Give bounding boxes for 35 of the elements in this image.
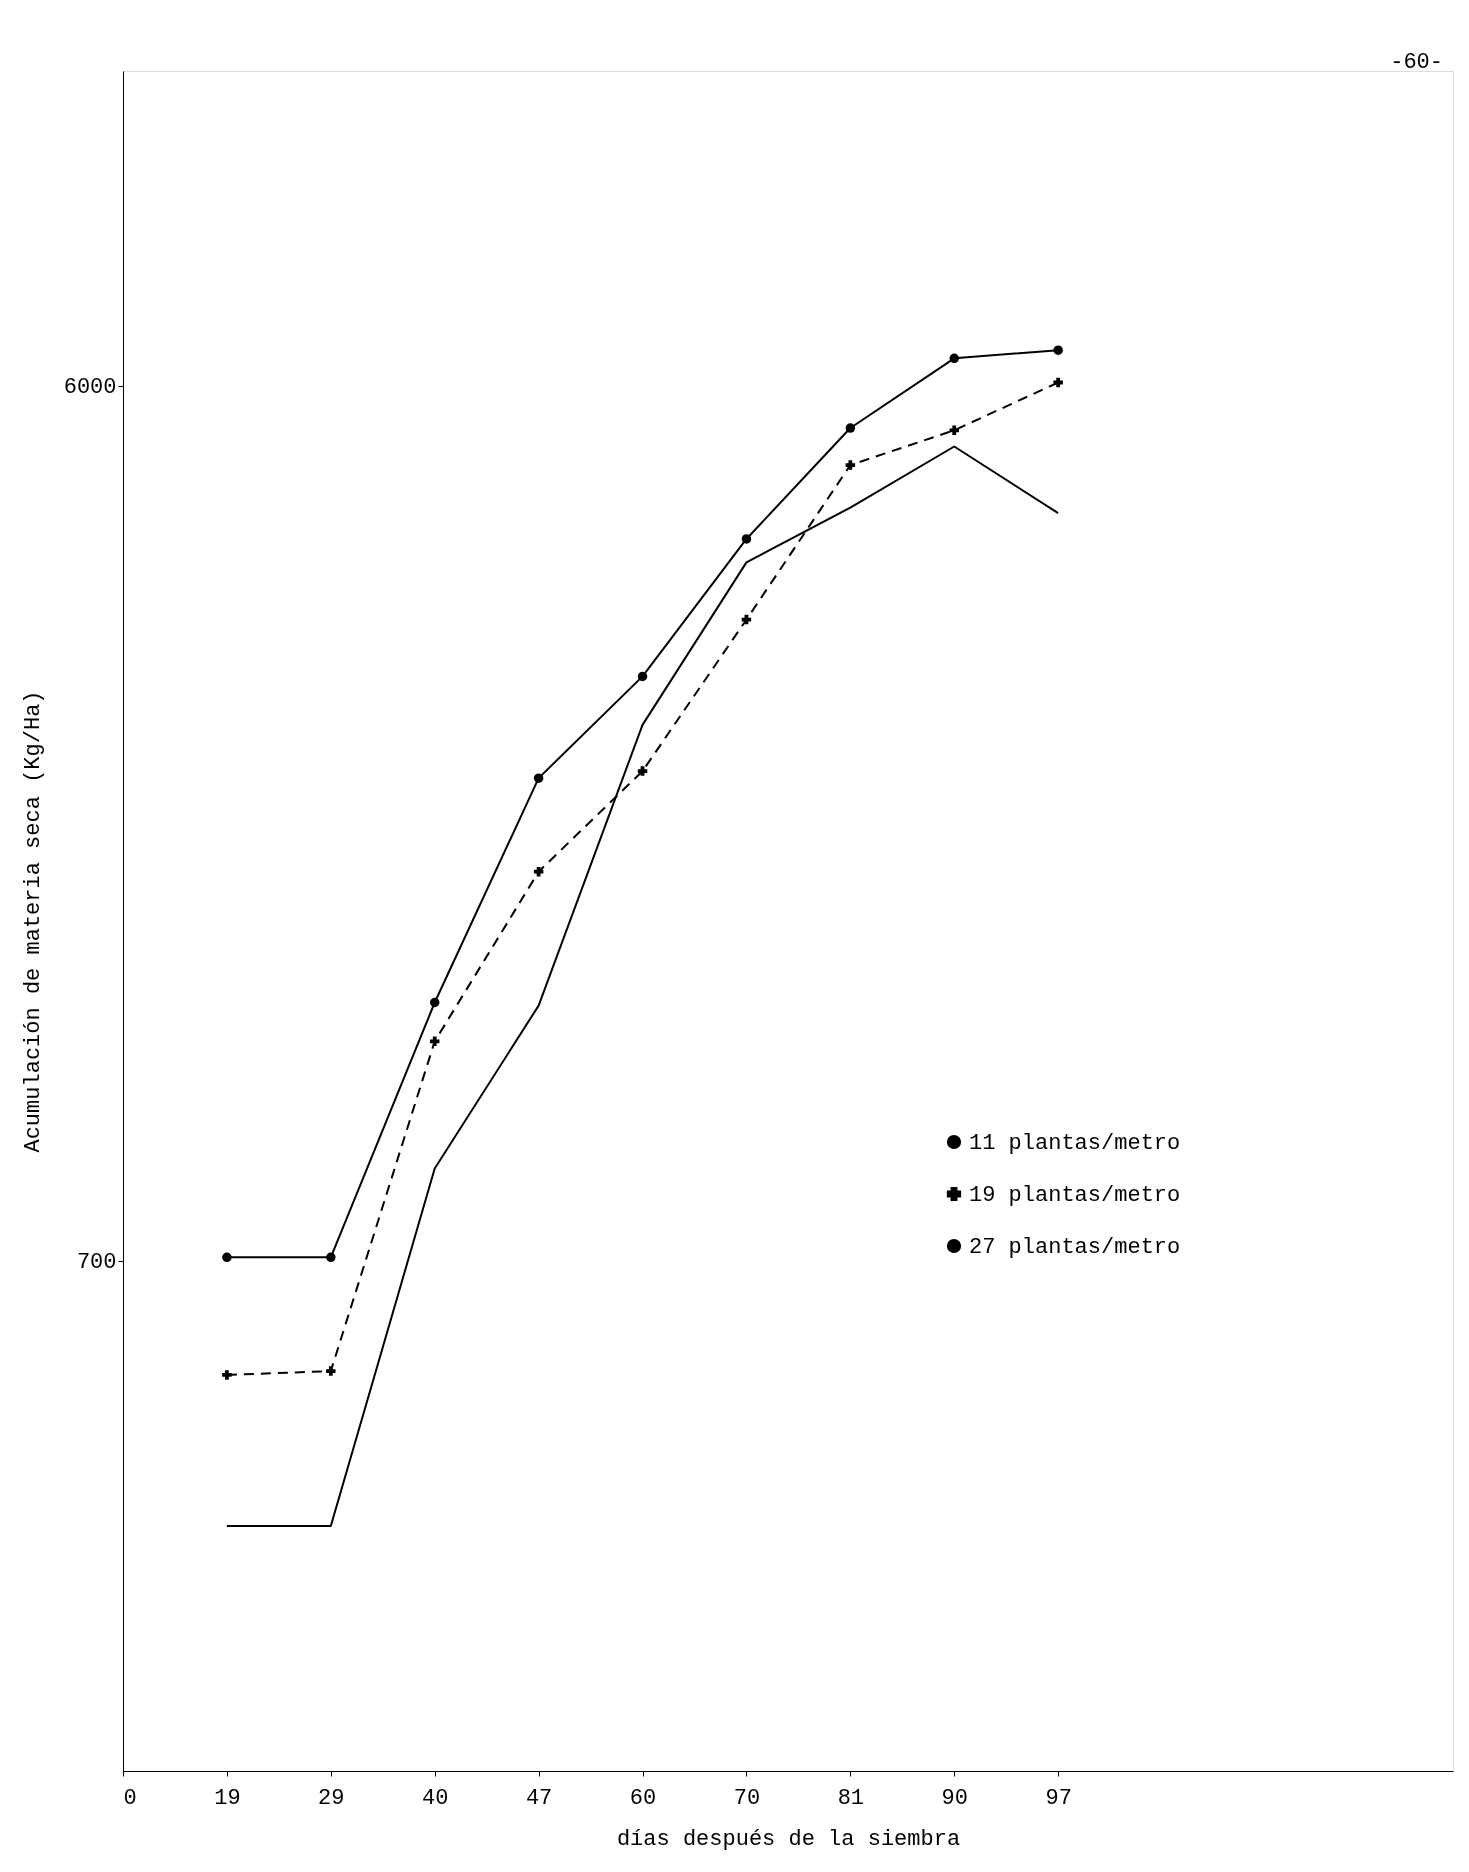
point	[949, 425, 959, 436]
point	[533, 773, 544, 783]
text: -60-	[1390, 50, 1443, 75]
y-tick-label: 6000	[63, 375, 117, 401]
point	[845, 423, 856, 433]
point	[1053, 345, 1063, 355]
point	[533, 866, 544, 877]
point	[326, 1252, 336, 1263]
x-tick-label: 29	[318, 1785, 345, 1811]
point	[741, 534, 752, 544]
x-tick-label: 47	[525, 1785, 553, 1811]
x-tick-label: 90	[941, 1785, 968, 1811]
legend-label: 19 plantas/metro	[969, 1183, 1181, 1208]
point	[1053, 377, 1063, 388]
point	[429, 1036, 440, 1047]
x-axis-title: días después de la siembra	[616, 1826, 961, 1852]
point	[845, 460, 856, 470]
y-tick-label: 700	[76, 1250, 117, 1276]
x-tick-label: 19	[214, 1785, 241, 1811]
y-axis-title: Acumulación de materia seca (Kg/Ha)	[20, 690, 46, 1153]
point	[222, 1370, 232, 1380]
point	[637, 671, 648, 682]
legend-label: 11 plantas/metro	[969, 1131, 1181, 1156]
x-tick-label: 60	[629, 1785, 657, 1811]
x-tick-label: 0	[123, 1785, 137, 1811]
point	[429, 997, 440, 1008]
legend-label: 27 plantas/metro	[969, 1235, 1181, 1260]
x-tick-label: 40	[422, 1785, 449, 1811]
x-tick-label: 70	[733, 1785, 761, 1811]
x-tick-label: 81	[837, 1785, 865, 1811]
x-tick-label: 97	[1045, 1785, 1072, 1811]
point	[949, 353, 959, 364]
point	[326, 1366, 336, 1376]
point	[222, 1252, 232, 1263]
point	[637, 766, 648, 776]
